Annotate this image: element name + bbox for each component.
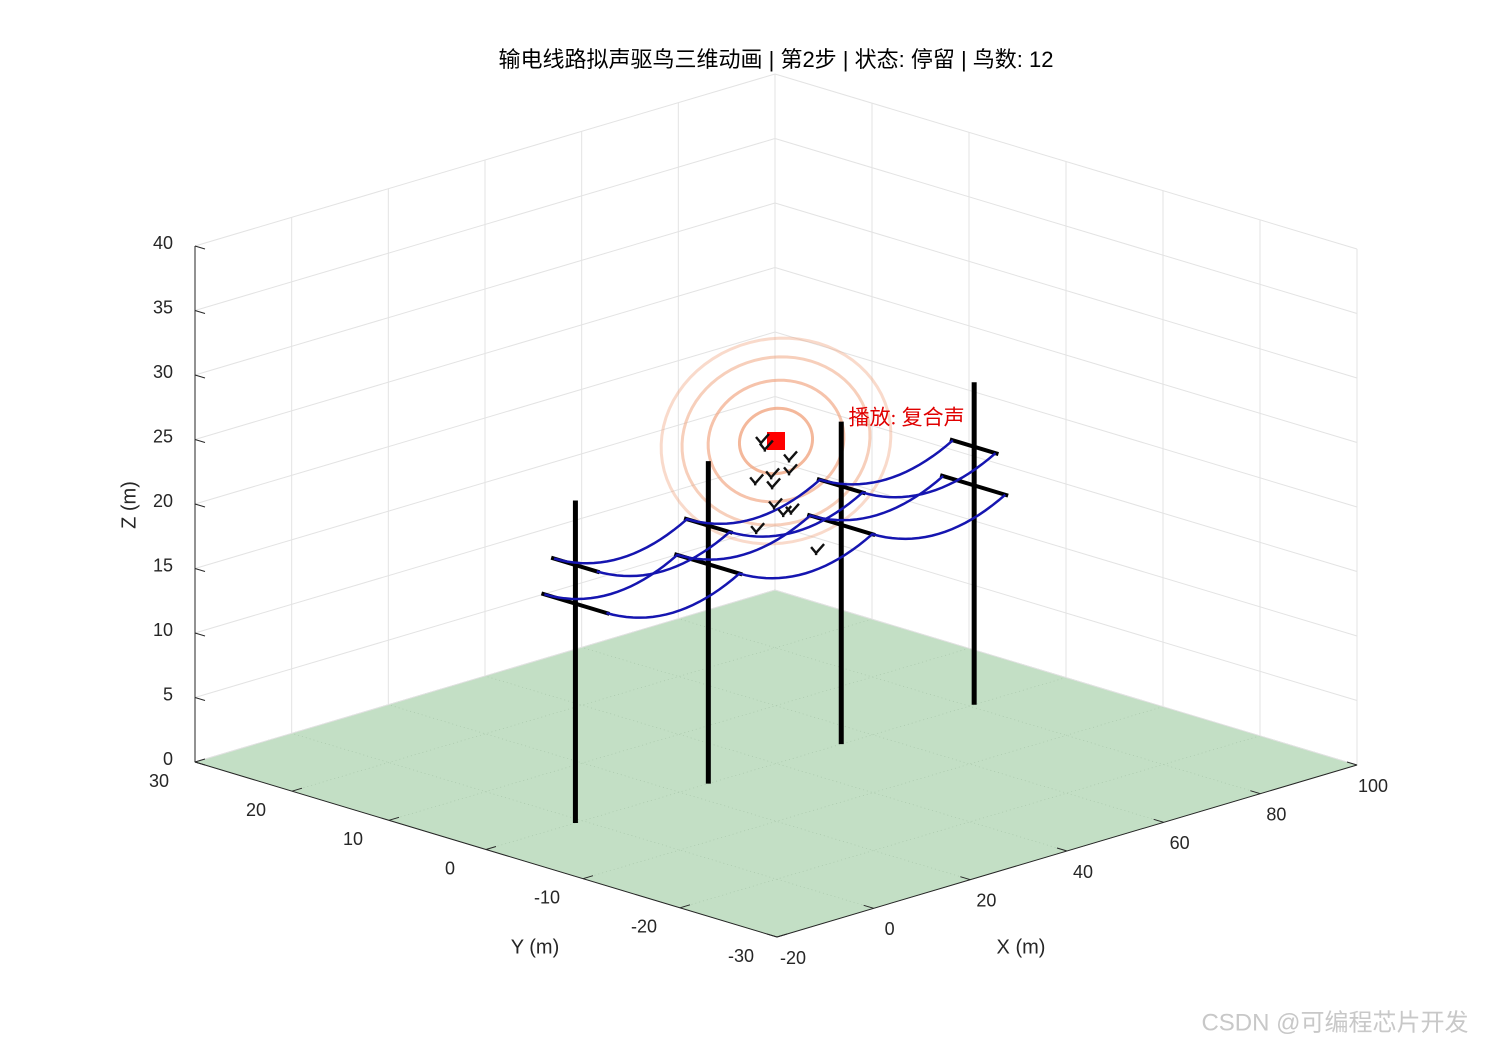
bird [758,439,774,452]
x-tick [766,933,778,938]
x-tick-label: 40 [1073,862,1093,882]
z-tick-label: 30 [153,362,173,382]
grid-line [774,460,1358,637]
x-tick-label: 20 [976,890,996,910]
bird [750,522,766,535]
z-tick-label: 40 [153,233,173,253]
z-tick-label: 25 [153,426,173,446]
grid-line [679,735,1261,909]
x-tick [1250,790,1261,795]
x-tick [960,876,971,881]
x-tick-label: 100 [1358,776,1388,796]
z-tick-label: 5 [163,684,173,704]
grid-line [774,73,1358,250]
wire [544,475,944,601]
speaker [767,432,785,450]
z-tick [194,697,206,701]
grid-line [291,618,873,792]
grid-line [774,202,1358,379]
grid-line [388,647,970,821]
bird [810,543,825,556]
grid-line [194,138,776,311]
z-tick-label: 20 [153,491,173,511]
y-tick [776,933,788,938]
bird [768,497,783,510]
y-tick-label: -20 [631,917,657,937]
z-tick [194,245,206,250]
y-tick [291,787,303,792]
grid-line [774,396,1358,572]
y-tick-label: 30 [149,771,169,791]
grid-line [485,677,1067,850]
x-tick [863,904,874,909]
sound-ring [737,406,815,476]
z-axis-label: Z (m) [118,481,140,529]
grid-line [774,331,1358,508]
x-axis-label: X (m) [997,936,1046,958]
grid-line [194,331,776,505]
x-tick-label: 60 [1170,833,1190,853]
wire [596,452,997,578]
x-tick [1056,847,1068,852]
annotation: 播放: 复合声 [849,405,965,429]
z-tick-label: 35 [153,297,173,317]
bird [783,450,798,463]
bird [766,477,781,490]
crossarm [939,473,1009,498]
z-tick [194,632,206,637]
y-tick-label: -30 [728,946,754,966]
bird [749,473,765,486]
y-tick-label: -10 [534,887,560,907]
y-tick [679,904,691,909]
x-tick-label: -20 [780,948,806,968]
z-tick-label: 15 [153,555,173,575]
grid-line [774,138,1358,314]
y-tick [388,816,400,821]
z-tick [194,439,206,443]
x-tick-label: 0 [885,919,895,939]
y-axis-label: Y (m) [511,936,560,958]
bird [783,463,798,476]
sound-ring [680,355,872,527]
z-tick [194,374,206,379]
y-tick [194,758,206,763]
z-tick [194,761,206,766]
bird [777,505,793,518]
bird [765,467,781,480]
z-tick [194,568,206,572]
z-tick [194,503,206,508]
chart-title: 输电线路拟声驱鸟三维动画 | 第2步 | 状态: 停留 | 鸟数: 12 [499,47,1054,72]
crossarm [949,437,999,456]
y-tick-label: 20 [246,800,266,820]
grid-line [194,396,776,569]
grid-line [774,525,1358,701]
watermark: CSDN @可编程芯片开发 [1201,1009,1468,1036]
grid-line [194,73,776,247]
grid-line [774,267,1358,443]
x-tick-label: 80 [1266,804,1286,824]
grid-line [194,267,776,440]
grid-line [194,460,776,634]
grid-line [194,202,776,376]
wire [553,439,954,565]
sound-ring [659,336,893,546]
x-tick [1346,761,1358,766]
ground [193,589,1359,938]
grid-line [582,706,1164,880]
y-tick [582,875,594,880]
grid-line [194,589,776,763]
y-tick-label: 10 [343,829,363,849]
z-tick [194,310,206,314]
grid-line [774,589,1358,766]
z-tick-label: 10 [153,620,173,640]
y-tick [485,846,497,850]
x-tick [1153,818,1164,823]
wire [606,493,1007,619]
y-tick-label: 0 [445,858,455,878]
z-tick-label: 0 [163,749,173,769]
